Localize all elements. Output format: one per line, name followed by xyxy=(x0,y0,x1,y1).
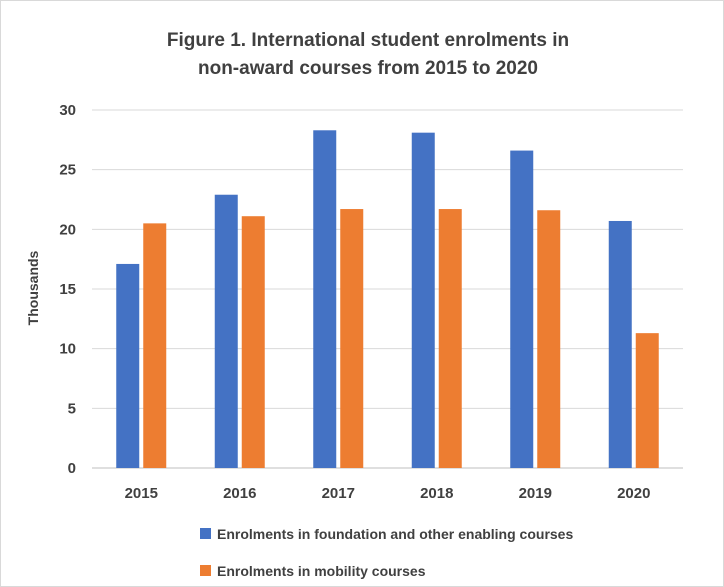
bar-2016-series-1 xyxy=(214,194,238,468)
bar-2020-series-2 xyxy=(635,333,659,468)
y-tick-label: 0 xyxy=(68,460,76,477)
y-axis-title: Thousands xyxy=(25,250,41,325)
bar-2017-series-1 xyxy=(313,130,337,468)
bar-2015-series-1 xyxy=(116,263,140,468)
y-tick-labels: 0 5 10 15 20 25 30 xyxy=(59,102,76,477)
y-tick-label: 20 xyxy=(59,221,76,238)
x-tick-labels: 2015 2016 2017 2018 2019 2020 xyxy=(125,485,651,502)
bar-2019-series-2 xyxy=(537,210,561,469)
bar-2017-series-2 xyxy=(340,209,364,468)
legend-label-1: Enrolments in foundation and other enabl… xyxy=(217,526,573,542)
y-tick-label: 30 xyxy=(59,102,76,119)
legend: Enrolments in foundation and other enabl… xyxy=(200,526,573,579)
y-tick-label: 25 xyxy=(59,162,76,179)
chart-title-line-1: Figure 1. International student enrolmen… xyxy=(167,30,569,51)
legend-swatch-1 xyxy=(200,528,211,539)
x-tick-label: 2018 xyxy=(420,485,453,502)
bar-2019-series-1 xyxy=(510,150,534,468)
x-tick-label: 2017 xyxy=(322,485,355,502)
x-tick-label: 2015 xyxy=(125,485,158,502)
bar-2018-series-1 xyxy=(411,132,435,468)
bars xyxy=(116,130,659,469)
bar-2015-series-2 xyxy=(143,223,167,468)
x-tick-label: 2020 xyxy=(617,485,650,502)
legend-swatch-2 xyxy=(200,565,211,576)
x-tick-label: 2019 xyxy=(519,485,552,502)
legend-label-2: Enrolments in mobility courses xyxy=(217,563,426,579)
x-tick-label: 2016 xyxy=(223,485,256,502)
y-tick-label: 15 xyxy=(59,281,76,298)
gridlines xyxy=(92,109,683,469)
bar-2018-series-2 xyxy=(438,209,462,468)
y-tick-label: 5 xyxy=(68,400,76,417)
chart-title-line-2: non-award courses from 2015 to 2020 xyxy=(198,58,538,79)
bar-2016-series-2 xyxy=(241,216,265,468)
bar-2020-series-1 xyxy=(608,220,632,468)
y-tick-label: 10 xyxy=(59,341,76,358)
